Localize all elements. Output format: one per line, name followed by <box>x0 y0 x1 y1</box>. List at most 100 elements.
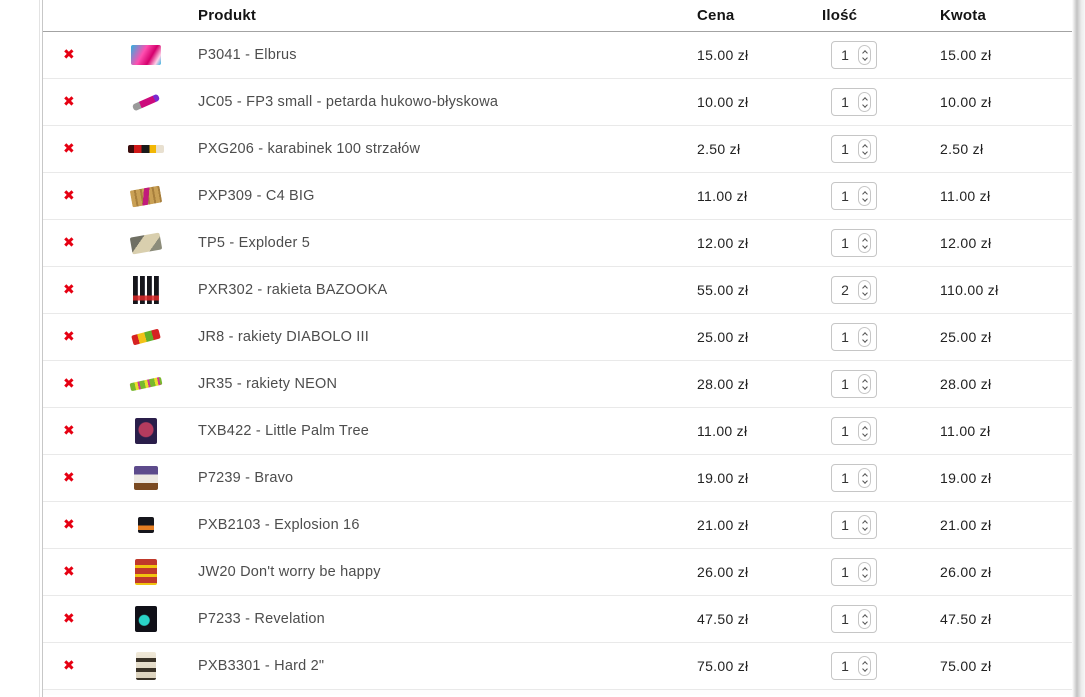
chevron-down-icon[interactable] <box>861 430 868 437</box>
remove-item-button[interactable]: ✖ <box>63 517 75 533</box>
product-name[interactable]: PXB3301 - Hard 2" <box>198 658 325 674</box>
product-thumbnail-image[interactable] <box>128 145 164 153</box>
stepper-arrows-icon[interactable] <box>858 656 871 676</box>
chevron-down-icon[interactable] <box>861 101 868 108</box>
product-name[interactable]: P7239 - Bravo <box>198 470 294 486</box>
stepper-arrows-icon[interactable] <box>858 562 871 582</box>
stepper-arrows-icon[interactable] <box>858 515 871 535</box>
product-name[interactable]: P7233 - Revelation <box>198 611 325 627</box>
quantity-input[interactable] <box>832 611 858 627</box>
remove-item-button[interactable]: ✖ <box>63 564 75 580</box>
product-thumbnail-image[interactable] <box>129 376 163 392</box>
remove-item-button[interactable]: ✖ <box>63 94 75 110</box>
remove-item-button[interactable]: ✖ <box>63 470 75 486</box>
chevron-down-icon[interactable] <box>861 383 868 390</box>
product-thumbnail-image[interactable] <box>136 652 156 680</box>
product-name[interactable]: PXB2103 - Explosion 16 <box>198 517 360 533</box>
product-thumbnail-image[interactable] <box>134 466 158 490</box>
remove-item-button[interactable]: ✖ <box>63 329 75 345</box>
quantity-input[interactable] <box>832 658 858 674</box>
chevron-down-icon[interactable] <box>861 289 868 296</box>
product-thumbnail-image[interactable] <box>129 185 163 207</box>
product-thumbnail-image[interactable] <box>135 606 157 632</box>
quantity-stepper[interactable] <box>831 511 877 539</box>
stepper-arrows-icon[interactable] <box>858 421 871 441</box>
quantity-stepper[interactable] <box>831 652 877 680</box>
remove-item-button[interactable]: ✖ <box>63 658 75 674</box>
chevron-down-icon[interactable] <box>861 571 868 578</box>
product-thumbnail-image[interactable] <box>138 517 154 533</box>
product-name[interactable]: TP5 - Exploder 5 <box>198 235 310 251</box>
stepper-arrows-icon[interactable] <box>858 280 871 300</box>
quantity-input[interactable] <box>832 47 858 63</box>
remove-item-button[interactable]: ✖ <box>63 611 75 627</box>
remove-item-button[interactable]: ✖ <box>63 282 75 298</box>
product-thumbnail-image[interactable] <box>135 418 157 444</box>
quantity-stepper[interactable] <box>831 417 877 445</box>
product-thumbnail-image[interactable] <box>133 276 159 304</box>
stepper-arrows-icon[interactable] <box>858 186 871 206</box>
product-name[interactable]: JC05 - FP3 small - petarda hukowo-błysko… <box>198 94 499 110</box>
product-name[interactable]: JR8 - rakiety DIABOLO III <box>198 329 369 345</box>
remove-item-button[interactable]: ✖ <box>63 47 75 63</box>
product-name[interactable]: TXB422 - Little Palm Tree <box>198 423 370 439</box>
product-name[interactable]: P3041 - Elbrus <box>198 47 297 63</box>
quantity-stepper[interactable] <box>831 323 877 351</box>
stepper-arrows-icon[interactable] <box>858 609 871 629</box>
quantity-input[interactable] <box>832 517 858 533</box>
remove-item-button[interactable]: ✖ <box>63 188 75 204</box>
product-thumbnail-image[interactable] <box>131 328 161 346</box>
product-name[interactable]: PXR302 - rakieta BAZOOKA <box>198 282 388 298</box>
stepper-arrows-icon[interactable] <box>858 233 871 253</box>
quantity-stepper[interactable] <box>831 605 877 633</box>
quantity-stepper[interactable] <box>831 88 877 116</box>
product-name[interactable]: JR35 - rakiety NEON <box>198 376 338 392</box>
remove-item-button[interactable]: ✖ <box>63 235 75 251</box>
line-total: 75.00 zł <box>940 658 992 674</box>
stepper-arrows-icon[interactable] <box>858 374 871 394</box>
product-thumbnail-image[interactable] <box>135 559 157 585</box>
stepper-arrows-icon[interactable] <box>858 45 871 65</box>
product-thumbnail-image[interactable] <box>129 232 163 254</box>
quantity-stepper[interactable] <box>831 229 877 257</box>
quantity-stepper[interactable] <box>831 464 877 492</box>
product-name[interactable]: PXG206 - karabinek 100 strzałów <box>198 141 421 157</box>
chevron-down-icon[interactable] <box>861 54 868 61</box>
quantity-input[interactable] <box>832 423 858 439</box>
quantity-stepper[interactable] <box>831 135 877 163</box>
quantity-stepper[interactable] <box>831 558 877 586</box>
chevron-down-icon[interactable] <box>861 195 868 202</box>
quantity-input[interactable] <box>832 329 858 345</box>
remove-item-button[interactable]: ✖ <box>63 423 75 439</box>
quantity-input[interactable] <box>832 282 858 298</box>
quantity-input[interactable] <box>832 564 858 580</box>
quantity-input[interactable] <box>832 376 858 392</box>
stepper-arrows-icon[interactable] <box>858 139 871 159</box>
remove-item-button[interactable]: ✖ <box>63 376 75 392</box>
quantity-stepper[interactable] <box>831 276 877 304</box>
chevron-down-icon[interactable] <box>861 665 868 672</box>
quantity-stepper[interactable] <box>831 370 877 398</box>
stepper-arrows-icon[interactable] <box>858 327 871 347</box>
chevron-down-icon[interactable] <box>861 618 868 625</box>
quantity-input[interactable] <box>832 235 858 251</box>
quantity-stepper[interactable] <box>831 182 877 210</box>
quantity-stepper[interactable] <box>831 41 877 69</box>
product-thumbnail-image[interactable] <box>131 93 161 111</box>
remove-item-button[interactable]: ✖ <box>63 141 75 157</box>
quantity-input[interactable] <box>832 470 858 486</box>
product-name[interactable]: PXP309 - C4 BIG <box>198 188 315 204</box>
chevron-down-icon[interactable] <box>861 336 868 343</box>
quantity-input[interactable] <box>832 188 858 204</box>
quantity-input[interactable] <box>832 141 858 157</box>
product-name[interactable]: JW20 Don't worry be happy <box>198 564 381 580</box>
chevron-down-icon[interactable] <box>861 524 868 531</box>
quantity-input[interactable] <box>832 94 858 110</box>
chevron-down-icon[interactable] <box>861 477 868 484</box>
stepper-arrows-icon[interactable] <box>858 468 871 488</box>
stepper-arrows-icon[interactable] <box>858 92 871 112</box>
product-thumbnail-image[interactable] <box>131 45 161 65</box>
remove-cell: ✖ <box>43 377 111 391</box>
chevron-down-icon[interactable] <box>861 148 868 155</box>
chevron-down-icon[interactable] <box>861 242 868 249</box>
